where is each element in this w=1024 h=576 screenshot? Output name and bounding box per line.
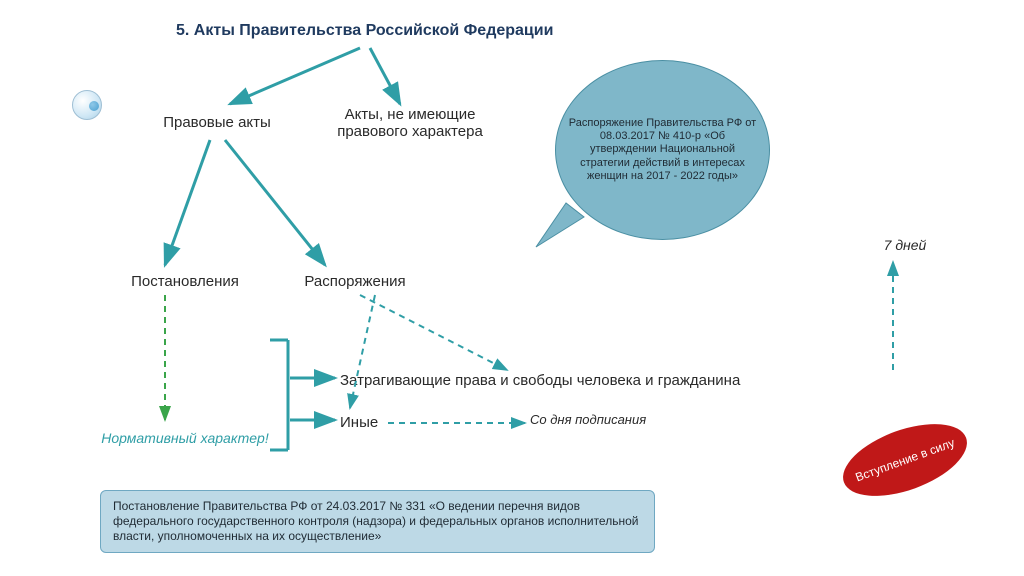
speech-bubble: Распоряжение Правительства РФ от 08.03.2… <box>555 60 770 240</box>
effect-ellipse: Вступление в силу <box>834 410 977 511</box>
node-orders: Распоряжения <box>280 273 430 290</box>
bullet-decor <box>72 90 102 120</box>
node-from-signing: Со дня подписания <box>530 412 730 427</box>
speech-bubble-text: Распоряжение Правительства РФ от 08.03.2… <box>566 117 759 183</box>
node-rights: Затрагивающие права и свободы человека и… <box>340 372 840 389</box>
node-seven-days: 7 дней <box>855 237 955 253</box>
node-resolutions: Постановления <box>105 273 265 290</box>
slide-title: 5. Акты Правительства Российской Федерац… <box>176 22 553 40</box>
node-normative: Нормативный характер! <box>100 430 270 446</box>
example-box-text: Постановление Правительства РФ от 24.03.… <box>113 499 638 543</box>
bubble-tail-icon <box>526 185 596 255</box>
effect-ellipse-text: Вступление в силу <box>853 436 956 485</box>
node-legal-acts: Правовые акты <box>137 114 297 131</box>
node-non-legal-acts: Акты, не имеющие правового характера <box>310 106 510 140</box>
example-box: Постановление Правительства РФ от 24.03.… <box>100 490 655 553</box>
node-other: Иные <box>340 414 420 431</box>
diagram-canvas: 5. Акты Правительства Российской Федерац… <box>0 0 1024 576</box>
